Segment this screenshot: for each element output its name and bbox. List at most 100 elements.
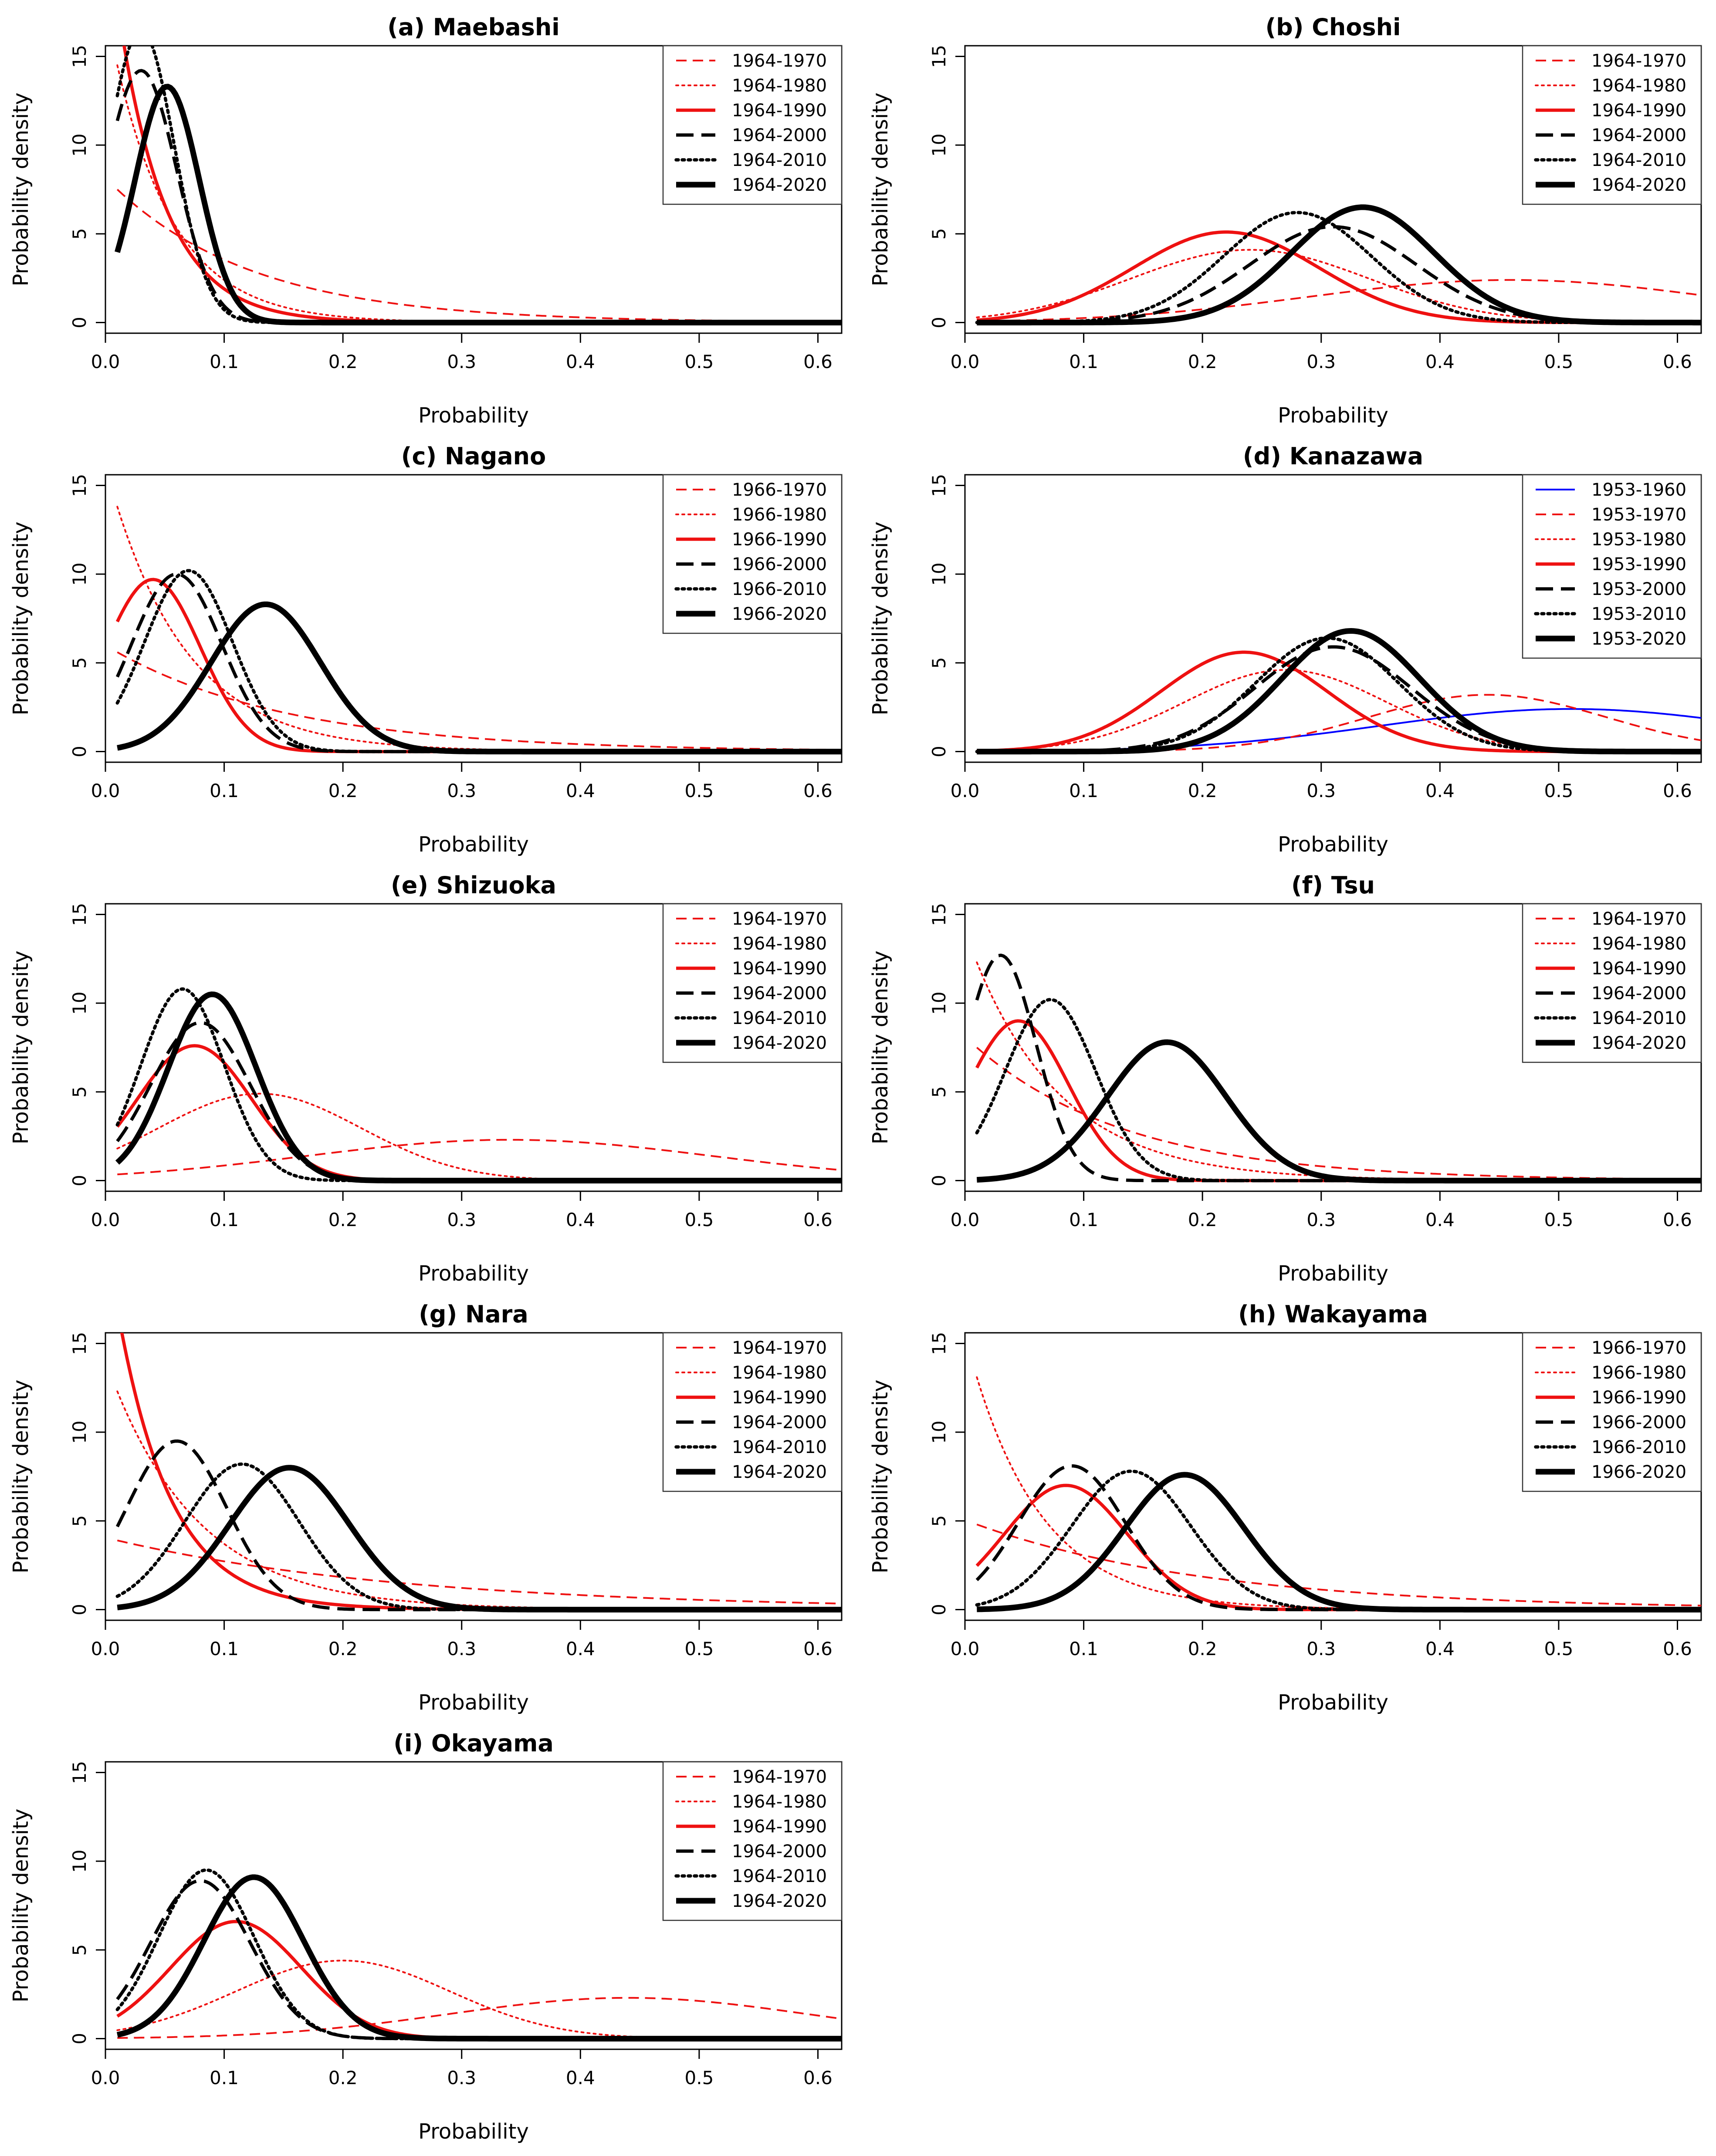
y-tick-label: 5: [928, 1086, 950, 1098]
series-line-1964-2020: [117, 1465, 842, 1613]
panel-title: (h) Wakayama: [1238, 1301, 1428, 1328]
panel-1: (a) Maebashi 0.0 0.1 0.2 0.3 0.4 0.5 0.6 0 5 10 15 P…: [9, 14, 843, 428]
x-tick-label: 0.3: [1306, 1209, 1336, 1230]
y-tick-label: 15: [69, 474, 90, 497]
x-tick-label: 0.0: [91, 1638, 120, 1659]
legend-box: [662, 903, 843, 1063]
legend-label: 1964-1970: [1591, 909, 1686, 929]
series-group: [115, 987, 842, 1184]
series-line-1964-1980: [976, 249, 1701, 324]
y-axis-label: Probability density: [868, 522, 893, 716]
legend-box: [1522, 1332, 1702, 1492]
series-line-1966-2020: [117, 602, 842, 755]
series-line-1964-1990: [977, 230, 1701, 324]
legend-box: [662, 45, 843, 205]
legend-label: 1966-2020: [732, 604, 827, 624]
panel-title: (g) Nara: [419, 1301, 528, 1328]
legend-label: 1964-1980: [1591, 76, 1686, 96]
series-group: [115, 506, 842, 755]
series-group: [975, 1376, 1701, 1613]
legend-label: 1964-2010: [732, 1008, 827, 1028]
legend-label: 1964-1970: [732, 1338, 827, 1358]
y-tick-label: 10: [928, 133, 950, 156]
panel-title: (b) Choshi: [1265, 14, 1401, 41]
x-tick-label: 0.6: [803, 780, 833, 801]
legend-box: [1522, 474, 1702, 659]
legend-label: 1964-1980: [732, 1363, 827, 1383]
series-line-1966-1970: [976, 1524, 1701, 1607]
series-line-1953-1980: [976, 669, 1701, 753]
y-axis-label: Probability density: [9, 1809, 33, 2003]
legend-label: 1964-2010: [732, 150, 827, 170]
x-tick-label: 0.5: [1544, 351, 1574, 372]
x-tick-label: 0.3: [1306, 1638, 1336, 1659]
y-tick-label: 15: [69, 1761, 90, 1784]
legend-label: 1964-2020: [732, 175, 827, 195]
panel-8: (h) Wakayama 0.0 0.1 0.2 0.3 0.4 0.5 0.6 0 5 10 15 P…: [868, 1301, 1702, 1715]
legend-label: 1964-1990: [732, 1388, 827, 1408]
x-tick-label: 0.6: [803, 351, 833, 372]
x-tick-label: 0.1: [210, 1638, 239, 1659]
x-tick-label: 0.2: [328, 2067, 358, 2088]
legend-label: 1964-2020: [1591, 1033, 1686, 1053]
legend-box: [662, 474, 843, 634]
y-tick-label: 10: [928, 562, 950, 585]
y-tick-label: 5: [69, 1944, 90, 1956]
y-tick-label: 15: [69, 45, 90, 68]
panel-title: (d) Kanazawa: [1243, 443, 1423, 470]
series-line-1964-2000: [977, 225, 1701, 324]
legend-label: 1964-1970: [732, 51, 827, 71]
x-tick-label: 0.6: [1663, 1638, 1692, 1659]
legend-label: 1966-1990: [732, 530, 827, 550]
panel-title: (e) Shizuoka: [391, 872, 556, 899]
legend-label: 1964-1980: [1591, 934, 1686, 954]
legend-label: 1964-2020: [732, 1033, 827, 1053]
x-tick-label: 0.2: [328, 1209, 358, 1230]
legend-label: 1966-1980: [732, 505, 827, 525]
x-tick-label: 0.0: [951, 1638, 980, 1659]
y-tick-label: 5: [928, 228, 950, 240]
y-tick-label: 15: [928, 45, 950, 68]
series-line-1953-2020: [976, 628, 1701, 755]
series-line-1964-2020: [115, 84, 842, 326]
y-axis-label: Probability density: [868, 1380, 893, 1574]
x-axis-label: Probability: [418, 1261, 529, 1286]
y-axis-label: Probability density: [9, 1380, 33, 1574]
panel-title: (a) Maebashi: [387, 14, 560, 41]
x-tick-label: 0.6: [1663, 1209, 1692, 1230]
x-axis-label: Probability: [418, 1690, 529, 1715]
legend-label: 1953-2020: [1591, 629, 1686, 649]
x-tick-label: 0.1: [1069, 780, 1098, 801]
legend-label: 1964-1990: [732, 1817, 827, 1837]
legend-label: 1964-1990: [732, 959, 827, 979]
legend-label: 1966-1970: [732, 480, 827, 500]
x-tick-label: 0.6: [1663, 351, 1692, 372]
legend-label: 1953-1980: [1591, 530, 1686, 550]
legend-label: 1966-2010: [1591, 1437, 1686, 1457]
x-tick-label: 0.4: [566, 2067, 595, 2088]
legend-label: 1964-1990: [1591, 101, 1686, 121]
y-tick-label: 0: [69, 1175, 90, 1186]
series-group: [115, 1333, 842, 1613]
legend-label: 1964-2000: [732, 1842, 827, 1862]
y-tick-label: 5: [69, 228, 90, 240]
x-tick-label: 0.4: [1425, 780, 1455, 801]
x-tick-label: 0.1: [210, 1209, 239, 1230]
x-tick-label: 0.0: [91, 780, 120, 801]
y-tick-label: 10: [928, 1420, 950, 1443]
panel-4: (d) Kanazawa 0.0 0.1 0.2 0.3 0.4 0.5 0.6 0 5 10 15 P…: [868, 443, 1702, 857]
y-tick-label: 5: [69, 657, 90, 669]
y-tick-label: 10: [69, 991, 90, 1014]
legend-label: 1964-1970: [1591, 51, 1686, 71]
x-tick-label: 0.1: [1069, 351, 1098, 372]
series-line-1953-1990: [977, 650, 1701, 754]
legend-label: 1964-1980: [732, 1792, 827, 1812]
x-tick-label: 0.3: [1306, 351, 1336, 372]
series-line-1964-1970: [977, 279, 1701, 322]
legend-label: 1964-2000: [732, 125, 827, 145]
y-axis-label: Probability density: [9, 951, 33, 1145]
panel-2: (b) Choshi 0.0 0.1 0.2 0.3 0.4 0.5 0.6 0 5 10 15 Pro…: [868, 14, 1702, 428]
panel-9: (i) Okayama 0.0 0.1 0.2 0.3 0.4 0.5 0.6 0 5 10 15 Pr…: [9, 1730, 843, 2144]
x-tick-label: 0.5: [685, 1638, 714, 1659]
